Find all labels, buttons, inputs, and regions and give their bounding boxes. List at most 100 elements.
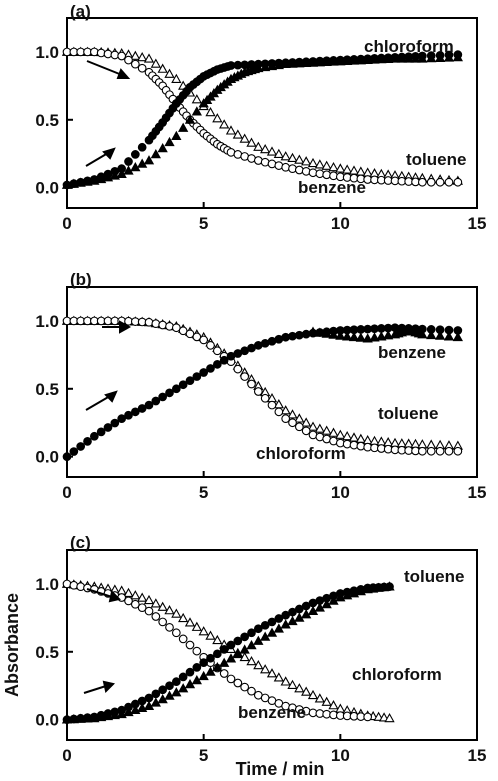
data-point-chloroform [191, 621, 202, 631]
data-point-chloroform [178, 612, 189, 623]
data-point-series-1 [266, 60, 278, 71]
data-point-chloroform [294, 422, 304, 432]
data-point-series-1 [383, 53, 394, 63]
plot-frame [66, 17, 478, 209]
plot-frame [66, 286, 478, 478]
data-point-chloroform [384, 712, 395, 723]
y-tick-label: 0.5 [35, 643, 59, 662]
data-point-chloroform [184, 617, 196, 627]
data-point-series-1 [232, 648, 243, 659]
data-point-benzene [426, 177, 436, 187]
data-point-benzene [233, 678, 243, 688]
data-point-series-1 [150, 149, 161, 159]
data-point-chloroform [435, 446, 445, 456]
x-tick-label: 15 [468, 214, 487, 233]
series-label-toluene: toluene [378, 404, 438, 423]
data-point-series-1 [96, 173, 107, 184]
data-point-toluene [157, 63, 168, 73]
data-point-series-1 [89, 175, 100, 185]
data-point-toluene [294, 154, 305, 164]
data-point-series-1 [396, 53, 407, 63]
marks-layer [61, 315, 464, 461]
data-point-series-0 [206, 364, 215, 373]
data-point-toluene [240, 632, 250, 642]
data-point-series-1 [362, 54, 373, 64]
data-point-series-1 [342, 55, 353, 65]
arrow-icon [86, 60, 131, 79]
data-point-chloroform [266, 668, 278, 678]
data-point-series-1 [384, 581, 395, 591]
data-point-benzene [294, 165, 304, 175]
data-point-series-1 [68, 178, 79, 188]
y-tick-label: 0.5 [35, 380, 59, 399]
data-point-series-1 [280, 619, 291, 629]
data-point-benzene [321, 328, 332, 338]
ticks-layer: 0 5 10 15 0.0 0.5 1.0 [35, 312, 486, 502]
data-point-toluene [307, 421, 319, 431]
panel-a: (a) 0 5 10 15 0.0 0.5 1.0 chloroform toluene b… [35, 2, 486, 233]
data-point-series-1 [212, 662, 223, 672]
data-point-toluene [150, 58, 161, 68]
data-point-series-1 [410, 53, 421, 63]
arrow-icon [83, 680, 115, 694]
data-point-benzene [443, 331, 455, 341]
x-tick-label: 15 [468, 746, 487, 765]
data-point-toluene [321, 425, 332, 435]
data-point-toluene [226, 640, 236, 650]
data-point-toluene [280, 151, 291, 161]
data-point-toluene [233, 636, 243, 646]
data-point-series-1 [143, 700, 155, 710]
data-point-series-0 [124, 410, 133, 420]
data-point-benzene [76, 582, 86, 591]
data-point-toluene [307, 157, 319, 168]
data-point-chloroform [171, 608, 182, 618]
data-point-series-1 [328, 56, 339, 66]
ticks-layer: 0 5 10 15 0.0 0.5 1.0 [35, 43, 486, 233]
data-point-benzene [171, 628, 181, 638]
data-point-toluene [151, 689, 161, 699]
data-point-chloroform [206, 341, 215, 350]
data-point-benzene [151, 612, 161, 621]
data-point-toluene [348, 432, 360, 442]
data-point-benzene [158, 617, 168, 627]
data-point-toluene [165, 681, 174, 691]
y-tick-label: 1.0 [35, 575, 59, 594]
panel-label: (c) [70, 533, 91, 552]
data-point-benzene [124, 596, 133, 606]
data-point-benzene [369, 332, 380, 342]
data-point-series-1 [205, 666, 216, 676]
data-point-series-1 [335, 56, 346, 66]
data-point-chloroform [288, 418, 297, 428]
data-point-chloroform [198, 626, 209, 636]
data-point-toluene [225, 125, 237, 135]
data-point-toluene [355, 166, 366, 176]
data-point-series-1 [280, 58, 291, 69]
data-point-toluene [143, 53, 155, 63]
data-point-chloroform [328, 700, 339, 710]
data-point-chloroform [130, 150, 140, 159]
data-point-series-1 [102, 172, 114, 182]
data-point-chloroform [143, 594, 155, 605]
data-point-chloroform [417, 446, 427, 456]
data-point-toluene [369, 435, 380, 445]
data-point-benzene [62, 579, 72, 589]
data-point-series-1 [164, 690, 175, 700]
data-point-chloroform [157, 601, 168, 611]
data-point-benzene [130, 599, 140, 609]
data-point-chloroform [165, 322, 174, 331]
data-point-chloroform [307, 689, 319, 700]
data-point-series-1 [287, 615, 298, 626]
data-point-toluene [273, 148, 284, 158]
data-point-chloroform [130, 590, 141, 600]
data-point-chloroform [273, 672, 284, 682]
y-tick-label: 1.0 [35, 312, 59, 331]
data-point-toluene [314, 423, 325, 433]
data-point-chloroform [246, 655, 257, 666]
data-point-toluene [137, 52, 148, 62]
data-point-series-1 [348, 55, 360, 65]
data-point-chloroform [260, 393, 270, 403]
data-point-chloroform [124, 157, 133, 166]
data-point-series-1 [150, 697, 161, 707]
data-point-toluene [178, 672, 188, 682]
data-point-toluene [260, 620, 270, 630]
